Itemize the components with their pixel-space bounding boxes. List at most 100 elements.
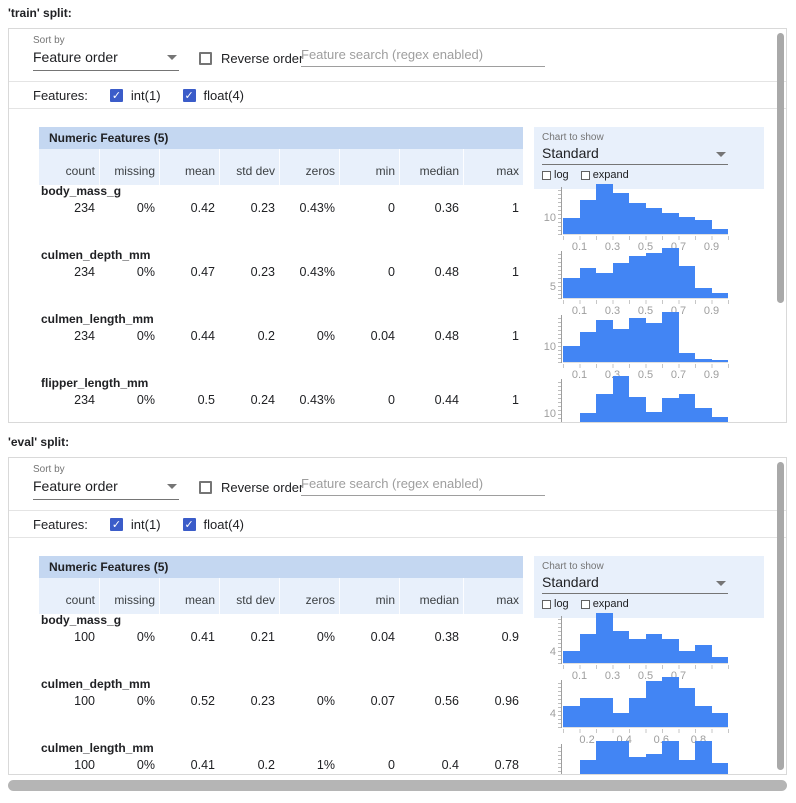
cell-missing: 0%: [136, 393, 155, 407]
cell-std-dev: 0.23: [250, 265, 275, 279]
sort-by-label: Sort by: [33, 35, 65, 46]
hist-bar: [563, 278, 580, 298]
hist-bar: [579, 698, 596, 727]
column-header: min: [339, 578, 399, 614]
hist-bar: [579, 759, 596, 774]
hist-bar: [596, 273, 613, 298]
chart-type-value: Standard: [542, 574, 599, 590]
column-header: mean: [159, 578, 219, 614]
table-row: flipper_length_mm 234 0% 0.5 0.24 0.43% …: [39, 377, 523, 422]
column-header: median: [399, 149, 463, 185]
hist-bar: [678, 759, 695, 774]
int-filter-checkbox[interactable]: ✓: [109, 88, 123, 102]
vertical-scrollbar[interactable]: [777, 462, 784, 770]
hist-bar: [612, 329, 629, 362]
float-filter-checkbox[interactable]: ✓: [182, 88, 196, 102]
hist-bar: [645, 253, 662, 298]
cell-zeros: 0.43%: [299, 393, 335, 407]
int-filter-checkbox[interactable]: ✓: [109, 517, 123, 531]
cell-min: 0.04: [370, 630, 395, 644]
log-checkbox[interactable]: [542, 170, 551, 180]
hist-x-axis-label: 0.3: [604, 241, 621, 253]
hist-bar: [711, 293, 728, 298]
column-header: missing: [99, 578, 159, 614]
hist-bar: [662, 677, 679, 727]
horizontal-scrollbar[interactable]: [8, 780, 787, 791]
expand-checkbox[interactable]: [580, 599, 590, 609]
hist-bar: [563, 218, 580, 234]
cell-max: 1: [512, 201, 519, 215]
log-checkbox[interactable]: [542, 599, 551, 609]
hist-y-axis-label: 10: [543, 211, 556, 224]
hist-bar: [629, 698, 646, 727]
column-header: count: [65, 593, 95, 607]
hist-x-axis-label: 0.1: [571, 241, 588, 253]
int-filter-label: int(1): [130, 87, 161, 103]
features-label: Features:: [33, 87, 88, 103]
vertical-scrollbar[interactable]: [777, 33, 784, 303]
hist-bar: [711, 762, 728, 774]
hist-x-axis-ticks: [563, 300, 729, 304]
feature-search-input[interactable]: [301, 44, 545, 67]
controls-bar: Sort by Feature order Reverse order: [9, 29, 786, 81]
cell-max: 1: [512, 329, 519, 343]
chart-to-show-box: Chart to show Standard log expand: [534, 556, 764, 618]
hist-bar: [596, 613, 613, 663]
sort-by-dropdown[interactable]: Sort by Feature order: [33, 35, 179, 71]
hist-bar: [579, 332, 596, 362]
hist-x-axis-label: 0.1: [571, 369, 588, 381]
cell-count: 100: [74, 694, 95, 708]
cell-count: 234: [74, 393, 95, 407]
feature-name: culmen_length_mm: [41, 741, 154, 755]
chart-to-show-label: Chart to show: [542, 561, 604, 572]
hist-bar: [662, 213, 679, 234]
hist-bar: [695, 645, 712, 663]
hist-bar: [563, 705, 580, 727]
hist-bar: [563, 651, 580, 663]
hist-bar: [612, 712, 629, 727]
cell-missing: 0%: [136, 201, 155, 215]
cell-missing: 0%: [136, 694, 155, 708]
hist-y-axis-ticks: [558, 187, 562, 235]
hist-bar: [695, 741, 712, 774]
cell-mean: 0.41: [190, 758, 215, 772]
cell-mean: 0.41: [190, 630, 215, 644]
hist-bar: [629, 396, 646, 422]
hist-x-axis-label: 0.9: [703, 241, 720, 253]
hist-y-axis-label: 4: [549, 707, 556, 720]
feature-search-input[interactable]: [301, 473, 545, 496]
chevron-down-icon: [167, 484, 177, 489]
cell-median: 0.56: [434, 694, 459, 708]
hist-x-axis-label: 0.2: [579, 734, 595, 746]
hist-bar: [645, 633, 662, 663]
chart-to-show-label: Chart to show: [542, 132, 604, 143]
chart-type-dropdown[interactable]: Standard: [542, 572, 728, 594]
cell-min: 0: [388, 201, 395, 215]
cell-count: 100: [74, 630, 95, 644]
cell-mean: 0.5: [197, 393, 215, 407]
hist-bar: [695, 358, 712, 362]
hist-bar: [629, 639, 646, 663]
chevron-down-icon: [167, 55, 177, 60]
train-overview-panel: Sort by Feature order Reverse order Feat…: [8, 28, 787, 423]
hist-plot-area: [563, 376, 728, 422]
hist-bar: [695, 288, 712, 298]
reverse-order-checkbox[interactable]: [199, 481, 212, 494]
hist-y-axis-ticks: [558, 616, 562, 664]
chart-type-dropdown[interactable]: Standard: [542, 143, 728, 165]
reverse-order-checkbox[interactable]: [199, 52, 212, 65]
float-filter-checkbox[interactable]: ✓: [182, 517, 196, 531]
table-row: culmen_length_mm 100 0% 0.41 0.2 1% 0 0.…: [39, 741, 523, 774]
hist-x-axis-label: 0.5: [637, 241, 654, 253]
hist-bar: [612, 630, 629, 663]
hist-y-axis-label: 5: [549, 280, 556, 293]
expand-checkbox[interactable]: [580, 170, 590, 180]
sort-by-dropdown[interactable]: Sort by Feature order: [33, 464, 179, 500]
cell-mean: 0.42: [190, 201, 215, 215]
hist-bar: [596, 184, 613, 234]
cell-zeros: 1%: [316, 758, 335, 772]
stats-content: Numeric Features (5) count missing mean …: [9, 109, 786, 422]
hist-x-axis-label: 0.5: [637, 305, 654, 317]
hist-x-axis-label: 0.5: [637, 670, 654, 682]
log-label: log: [554, 598, 569, 610]
